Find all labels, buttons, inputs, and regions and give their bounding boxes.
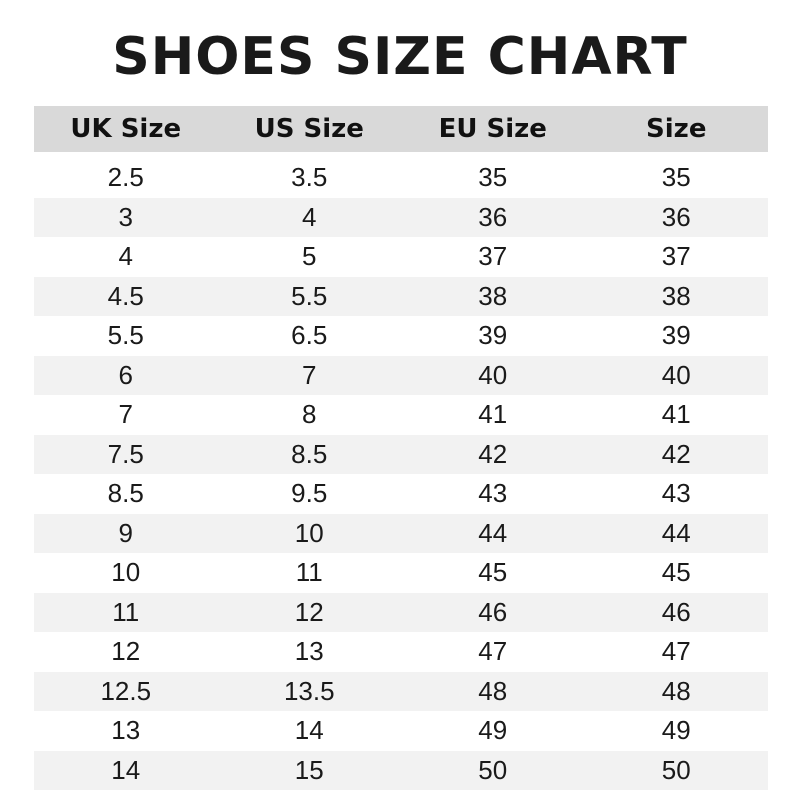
table-cell: 43 bbox=[661, 478, 691, 509]
table-cell: 49 bbox=[478, 715, 508, 746]
table-cell: 39 bbox=[661, 320, 691, 351]
table-cell: 43 bbox=[478, 478, 508, 509]
table-row: 3 4 36 36 bbox=[34, 197, 768, 237]
table-body: 2.5 3.5 35 35 3 4 36 36 4 5 37 37 4.5 5.5 38 38 5.5 6.5 39… bbox=[34, 158, 768, 790]
table-cell: 35 bbox=[661, 162, 691, 193]
table-cell: 10 bbox=[294, 517, 324, 548]
table-cell: 36 bbox=[478, 201, 508, 232]
table-header: UK Size US Size EU Size Size bbox=[34, 106, 768, 152]
table-cell: 41 bbox=[478, 399, 508, 430]
table-cell: 44 bbox=[478, 517, 508, 548]
table-cell: 5.5 bbox=[107, 320, 144, 351]
table-cell: 12 bbox=[294, 596, 324, 627]
table-row: 4 5 37 37 bbox=[34, 237, 768, 277]
table-row: 12 13 47 47 bbox=[34, 632, 768, 672]
table-row: 11 12 46 46 bbox=[34, 592, 768, 632]
column-header-uk: UK Size bbox=[70, 114, 182, 144]
table-row: 4.5 5.5 38 38 bbox=[34, 276, 768, 316]
table-row: 6 7 40 40 bbox=[34, 355, 768, 395]
table-cell: 38 bbox=[661, 280, 691, 311]
table-row: 5.5 6.5 39 39 bbox=[34, 316, 768, 356]
table-cell: 2.5 bbox=[107, 162, 144, 193]
table-cell: 40 bbox=[661, 359, 691, 390]
table-cell: 12 bbox=[111, 636, 141, 667]
column-header-eu: EU Size bbox=[438, 114, 547, 144]
table-cell: 40 bbox=[478, 359, 508, 390]
table-cell: 50 bbox=[661, 754, 691, 785]
table-cell: 45 bbox=[478, 557, 508, 588]
table-cell: 13 bbox=[294, 636, 324, 667]
table-cell: 8 bbox=[302, 399, 317, 430]
table-cell: 5.5 bbox=[291, 280, 328, 311]
table-cell: 48 bbox=[478, 675, 508, 706]
table-cell: 8.5 bbox=[291, 438, 328, 469]
size-table: UK Size US Size EU Size Size 2.5 3.5 35 35 3… bbox=[34, 106, 768, 790]
table-cell: 49 bbox=[661, 715, 691, 746]
table-cell: 13.5 bbox=[283, 675, 335, 706]
table-row: 7.5 8.5 42 42 bbox=[34, 434, 768, 474]
table-cell: 9 bbox=[118, 517, 133, 548]
table-cell: 45 bbox=[661, 557, 691, 588]
column-header-size: Size bbox=[646, 114, 707, 144]
table-cell: 12.5 bbox=[100, 675, 152, 706]
table-cell: 41 bbox=[661, 399, 691, 430]
table-cell: 48 bbox=[661, 675, 691, 706]
table-cell: 6 bbox=[118, 359, 133, 390]
table-cell: 10 bbox=[111, 557, 141, 588]
table-row: 13 14 49 49 bbox=[34, 711, 768, 751]
table-cell: 39 bbox=[478, 320, 508, 351]
table-cell: 11 bbox=[295, 557, 323, 588]
table-cell: 3 bbox=[118, 201, 133, 232]
table-cell: 4.5 bbox=[107, 280, 144, 311]
table-cell: 11 bbox=[112, 596, 140, 627]
table-row: 14 15 50 50 bbox=[34, 750, 768, 790]
table-cell: 44 bbox=[661, 517, 691, 548]
table-row: 2.5 3.5 35 35 bbox=[34, 158, 768, 198]
table-row: 7 8 41 41 bbox=[34, 395, 768, 435]
table-row: 10 11 45 45 bbox=[34, 553, 768, 593]
table-cell: 35 bbox=[478, 162, 508, 193]
table-cell: 5 bbox=[302, 241, 317, 272]
table-cell: 9.5 bbox=[291, 478, 328, 509]
table-cell: 4 bbox=[118, 241, 133, 272]
column-header-us: US Size bbox=[254, 114, 364, 144]
table-cell: 14 bbox=[111, 754, 141, 785]
table-cell: 3.5 bbox=[291, 162, 328, 193]
table-cell: 13 bbox=[111, 715, 141, 746]
table-cell: 6.5 bbox=[291, 320, 328, 351]
table-cell: 47 bbox=[478, 636, 508, 667]
table-cell: 15 bbox=[294, 754, 324, 785]
table-cell: 38 bbox=[478, 280, 508, 311]
table-cell: 37 bbox=[478, 241, 508, 272]
table-cell: 50 bbox=[478, 754, 508, 785]
table-cell: 7.5 bbox=[107, 438, 144, 469]
table-cell: 7 bbox=[302, 359, 317, 390]
page-title: SHOES SIZE CHART bbox=[112, 27, 688, 87]
table-cell: 7 bbox=[118, 399, 133, 430]
table-cell: 42 bbox=[661, 438, 691, 469]
table-cell: 4 bbox=[302, 201, 317, 232]
table-row: 12.5 13.5 48 48 bbox=[34, 671, 768, 711]
table-row: 8.5 9.5 43 43 bbox=[34, 474, 768, 514]
table-cell: 8.5 bbox=[107, 478, 144, 509]
table-cell: 46 bbox=[661, 596, 691, 627]
table-cell: 46 bbox=[478, 596, 508, 627]
table-cell: 14 bbox=[294, 715, 324, 746]
table-row: 9 10 44 44 bbox=[34, 513, 768, 553]
table-cell: 37 bbox=[661, 241, 691, 272]
table-cell: 42 bbox=[478, 438, 508, 469]
table-cell: 47 bbox=[661, 636, 691, 667]
table-cell: 36 bbox=[661, 201, 691, 232]
